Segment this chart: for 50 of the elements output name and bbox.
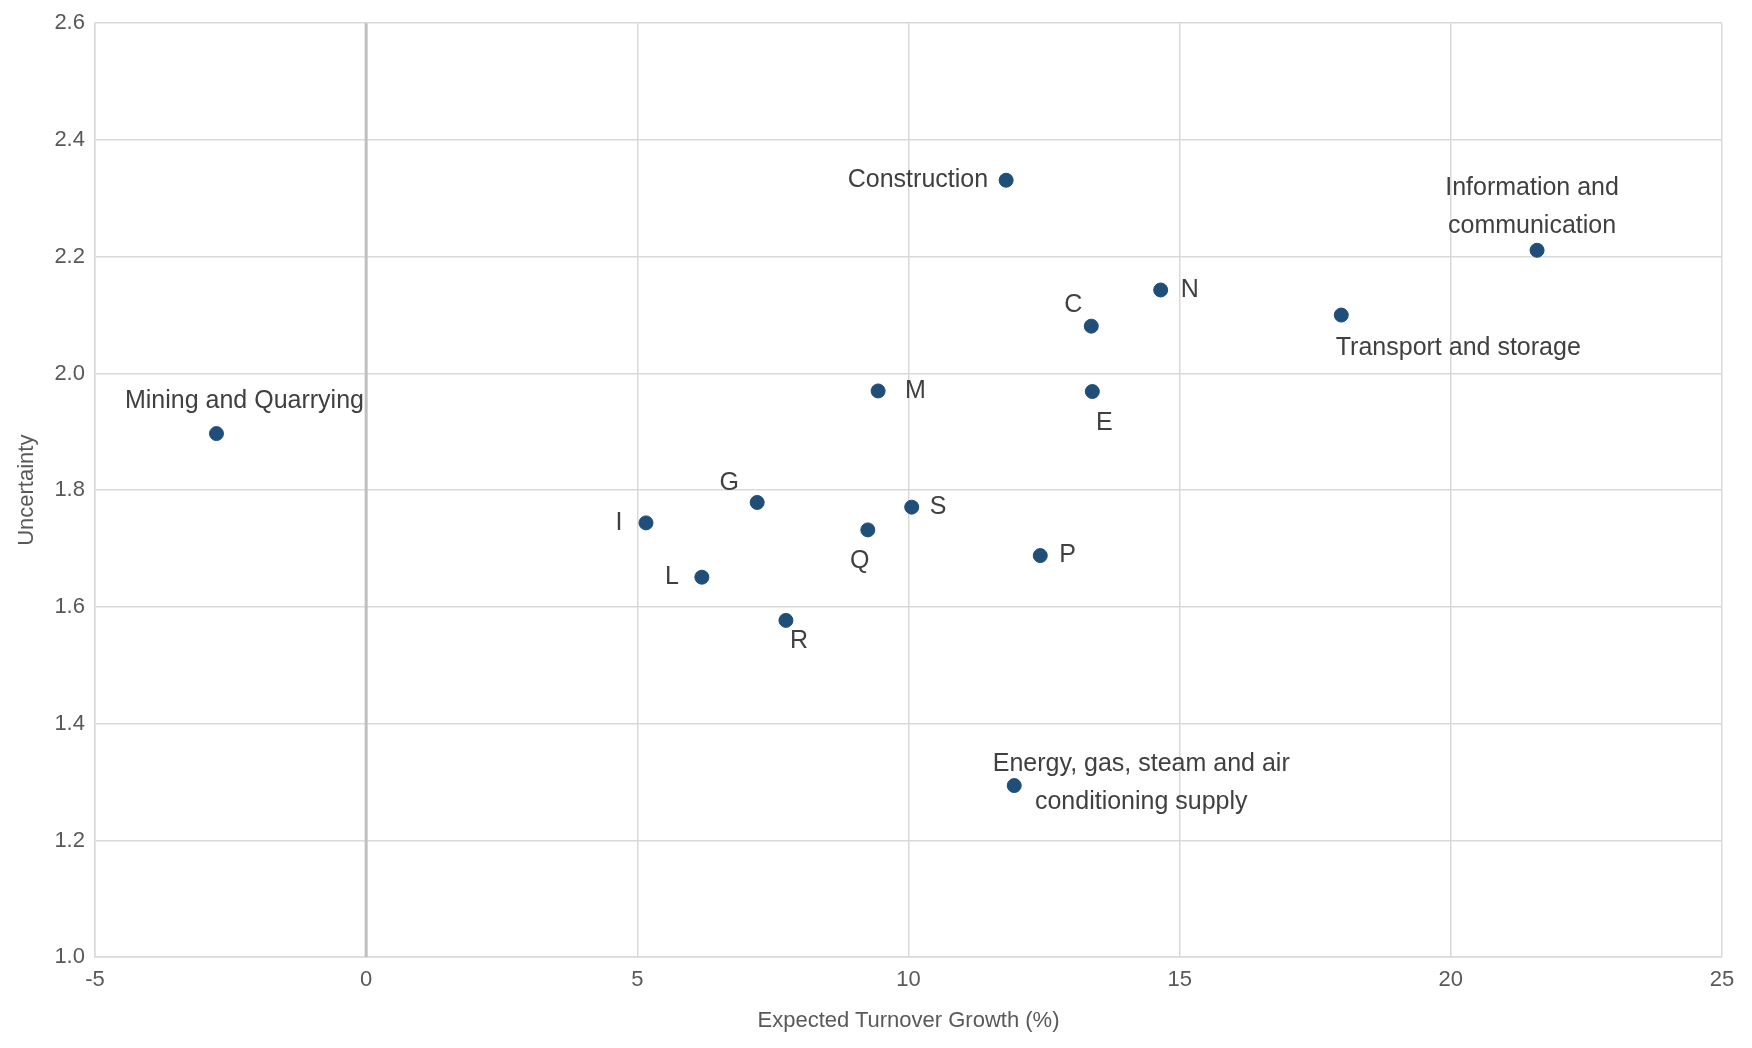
x-tick-label: -5 — [85, 966, 105, 992]
annotation: M — [905, 374, 926, 403]
annotation: S — [929, 491, 947, 520]
y-tick-label: 1.0 — [54, 943, 85, 969]
annotation: R — [789, 625, 808, 654]
annotation: Energy, gas, steam and air conditioning supply — [992, 748, 1290, 815]
x-tick-label: 5 — [631, 966, 644, 992]
y-tick-label: 1.6 — [54, 593, 85, 619]
x-tick-label: 25 — [1709, 966, 1735, 992]
y-tick-label: 1.4 — [54, 709, 85, 735]
point — [1006, 778, 1022, 794]
point — [870, 383, 886, 399]
point — [749, 494, 765, 510]
y-axis-title: Uncertainty — [13, 434, 39, 546]
point — [638, 515, 654, 531]
x-tick-label: 0 — [360, 966, 373, 992]
point — [1529, 242, 1545, 258]
annotation: E — [1096, 407, 1113, 436]
point — [860, 522, 876, 538]
point — [208, 426, 224, 442]
annotation: Information and communication — [1445, 172, 1619, 239]
point — [998, 172, 1014, 188]
x-tick-label: 20 — [1438, 966, 1464, 992]
annotation: Q — [850, 544, 870, 573]
point — [1083, 318, 1099, 334]
annotation: I — [615, 506, 623, 535]
y-tick-label: 2.2 — [54, 242, 85, 268]
x-tick-label: 10 — [896, 966, 921, 992]
y-tick-label: 2.4 — [54, 126, 85, 152]
x-tick-label: 15 — [1167, 966, 1192, 992]
annotation: G — [719, 467, 739, 496]
y-tick-label: 2.6 — [54, 9, 85, 35]
annotation: C — [1064, 289, 1083, 318]
y-tick-label: 1.8 — [54, 476, 85, 502]
y-tick-label: 2.0 — [54, 359, 85, 385]
annotation: N — [1180, 273, 1199, 302]
point — [1153, 282, 1169, 298]
x-axis-title: Expected Turnover Growth (%) — [757, 1006, 1060, 1032]
annotation: L — [664, 561, 679, 590]
annotation: Mining and Quarrying — [124, 385, 364, 414]
point — [904, 499, 920, 515]
point — [694, 569, 710, 585]
annotation: Transport and storage — [1335, 331, 1581, 360]
point — [1032, 548, 1048, 564]
point — [778, 612, 794, 628]
annotation: P — [1059, 539, 1076, 568]
y-tick-label: 1.2 — [54, 826, 85, 852]
point — [1084, 384, 1100, 400]
annotation: Construction — [847, 164, 989, 193]
point — [1333, 307, 1349, 323]
